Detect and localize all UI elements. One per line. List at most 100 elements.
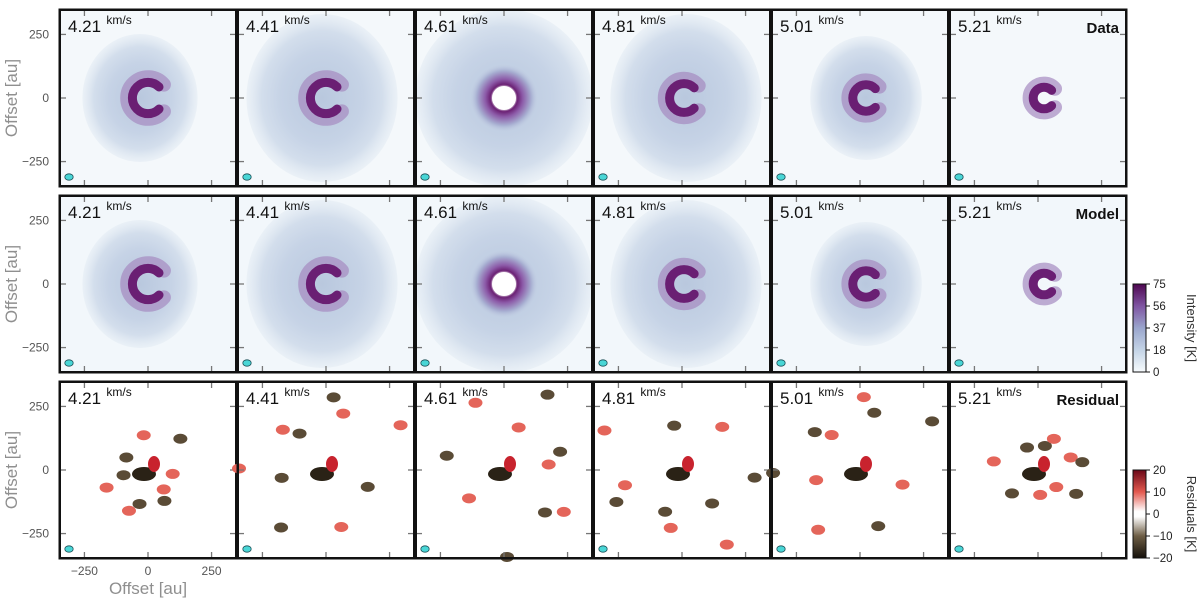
velocity-unit: km/s: [818, 385, 843, 399]
velocity-unit: km/s: [996, 385, 1021, 399]
negative-residual: [500, 551, 515, 562]
velocity-unit: km/s: [284, 13, 309, 27]
panel-intensity-0: 4.21 km/s: [58, 8, 238, 188]
positive-residual: [856, 392, 871, 403]
panel-frame: [236, 380, 416, 560]
emission-halo: [246, 200, 398, 368]
velocity-label: 4.81: [602, 203, 635, 222]
panel-intensity-4: 5.01 km/s: [770, 8, 950, 188]
negative-residual: [1004, 488, 1019, 499]
y-tick-label: −250: [22, 527, 49, 541]
positive-residual: [986, 456, 1001, 467]
row-title: Data: [1086, 20, 1119, 37]
emission-halo: [610, 200, 762, 368]
negative-residual: [157, 495, 172, 506]
positive-residual: [682, 456, 694, 472]
beam-ellipse: [242, 173, 252, 181]
beam-ellipse: [598, 173, 608, 181]
colorbar-title: Intensity [K]: [1184, 294, 1199, 362]
negative-residual: [844, 467, 868, 481]
panel-intensity-2: 4.61 km/s: [414, 8, 594, 188]
panel-frame: [236, 194, 416, 374]
y-axis-label: Offset [au]: [2, 59, 21, 137]
y-tick-label: −250: [22, 341, 49, 355]
positive-residual: [1038, 456, 1050, 472]
negative-residual: [537, 507, 552, 518]
row-title: Model: [1076, 206, 1119, 223]
positive-residual: [715, 421, 730, 432]
positive-residual: [468, 397, 483, 408]
negative-residual: [274, 522, 289, 533]
velocity-unit: km/s: [996, 13, 1021, 27]
negative-residual: [747, 472, 762, 483]
colorbar-tick-label: −20: [1153, 553, 1173, 565]
colorbar-tick-label: 10: [1153, 487, 1166, 499]
positive-residual: [1063, 452, 1078, 463]
negative-residual: [1075, 457, 1090, 468]
positive-residual: [121, 505, 136, 516]
velocity-label: 4.41: [246, 389, 279, 408]
emission-arc-outer: [120, 256, 171, 312]
emission-arc-core: [848, 266, 880, 302]
y-tick-label: 250: [29, 213, 49, 227]
negative-residual: [360, 481, 375, 492]
emission-arc-outer: [657, 71, 706, 125]
panel-frame: [948, 194, 1128, 374]
velocity-unit: km/s: [640, 199, 665, 213]
y-tick-label: −250: [22, 155, 49, 169]
positive-residual: [334, 521, 349, 532]
emission-arc-core: [305, 77, 342, 119]
negative-residual: [274, 472, 289, 483]
positive-residual: [541, 459, 556, 470]
positive-residual: [136, 430, 151, 441]
beam-ellipse: [776, 545, 786, 553]
panel-frame: [770, 194, 950, 374]
panel-residual-5: 5.21 km/s Residual: [948, 380, 1128, 560]
panel-frame: [592, 8, 772, 188]
velocity-label: 4.21: [68, 17, 101, 36]
velocity-label: 4.21: [68, 389, 101, 408]
panel-frame: [770, 8, 950, 188]
positive-residual: [275, 424, 290, 435]
beam-ellipse: [954, 173, 964, 181]
panel-intensity-1: 4.41 km/s: [236, 194, 416, 374]
beam-ellipse: [954, 359, 964, 367]
positive-residual: [1033, 489, 1048, 500]
negative-residual: [1069, 488, 1084, 499]
positive-residual: [809, 475, 824, 486]
negative-residual: [553, 446, 568, 457]
positive-residual: [511, 422, 526, 433]
negative-residual: [807, 427, 822, 438]
negative-residual: [119, 452, 134, 463]
positive-residual: [1046, 433, 1061, 444]
negative-residual: [871, 521, 886, 532]
negative-residual: [867, 407, 882, 418]
panel-frame: [414, 380, 594, 560]
negative-residual: [609, 497, 624, 508]
y-tick-label: 250: [29, 27, 49, 41]
y-axis-label: Offset [au]: [2, 431, 21, 509]
velocity-label: 5.01: [780, 389, 813, 408]
panel-residual-4: 5.01 km/s: [766, 380, 950, 560]
positive-residual: [326, 456, 338, 472]
panel-intensity-1: 4.41 km/s: [236, 8, 416, 188]
negative-residual: [1022, 467, 1046, 481]
colorbar-tick-label: 18: [1153, 345, 1166, 357]
velocity-label: 4.61: [424, 203, 457, 222]
velocity-unit: km/s: [462, 199, 487, 213]
positive-residual: [1049, 482, 1064, 493]
positive-residual: [597, 425, 612, 436]
panel-frame: [948, 380, 1128, 560]
velocity-label: 5.21: [958, 389, 991, 408]
colorbar-tick-label: 0: [1153, 509, 1159, 521]
emission-arc-core: [127, 263, 164, 305]
y-tick-label: 0: [42, 463, 49, 477]
positive-residual: [336, 408, 351, 419]
velocity-label: 5.01: [780, 17, 813, 36]
positive-residual: [148, 456, 160, 472]
negative-residual: [925, 416, 940, 427]
colorbar-tick-label: 56: [1153, 301, 1166, 313]
colorbar-tick-label: 75: [1153, 279, 1166, 291]
negative-residual: [310, 467, 334, 481]
